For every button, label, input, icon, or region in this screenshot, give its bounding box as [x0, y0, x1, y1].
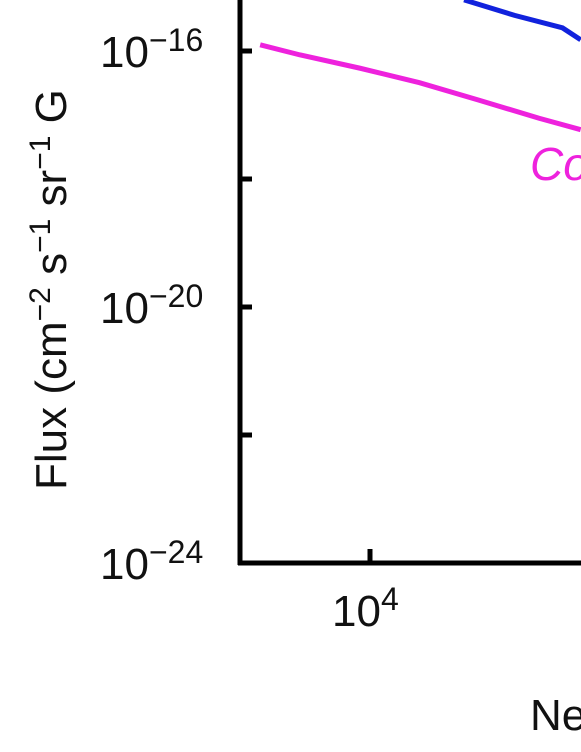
y-axis-label-part: −2 — [24, 287, 57, 321]
y-axis-label-part: −1 — [24, 219, 57, 253]
y-axis-label: Flux (cm−2 s−1 sr−1 G — [24, 89, 76, 490]
y-axis-label-part: sr — [27, 170, 76, 219]
curve — [463, 0, 581, 42]
x-tick-label: 104 — [332, 581, 399, 636]
curve — [259, 42, 581, 133]
plot-area — [259, 0, 581, 133]
x-axis-label: Ne — [530, 691, 581, 740]
y-tick-label: 10−24 — [100, 534, 203, 589]
curve-annotation: Co — [530, 138, 581, 190]
y-axis-label-part: Flux (cm — [27, 321, 76, 490]
y-tick-label: 10−20 — [100, 278, 203, 333]
y-axis-label-part: G — [27, 89, 76, 135]
y-tick-label: 10−16 — [100, 22, 203, 77]
y-axis-label-part: s — [27, 253, 76, 287]
y-axis-label-part: −1 — [24, 136, 57, 170]
